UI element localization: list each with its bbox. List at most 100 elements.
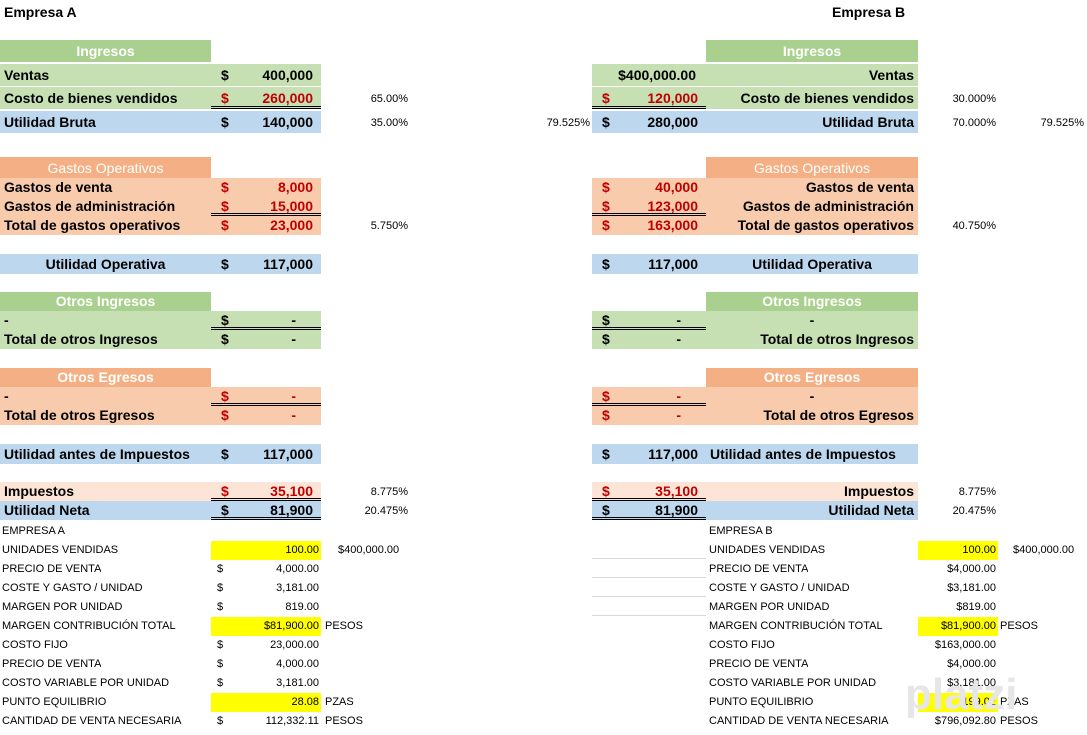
b-imp-cell: $ 35,100 [592, 482, 706, 501]
a-un-pct: 20.475% [364, 505, 408, 517]
b-ga-label: Gastos de administración [706, 197, 918, 216]
b-be-label: COSTE Y GASTO / UNIDAD [709, 582, 850, 594]
a-be-value-cell: 28.08 [211, 693, 321, 712]
a-be-label: COSTE Y GASTO / UNIDAD [2, 582, 143, 594]
a-be-value-cell: $819.00 [211, 598, 321, 617]
b-be-value: 199.02 [962, 696, 996, 708]
a-toi-cell: $ - [211, 330, 321, 349]
b-be-value: $81,900.00 [940, 620, 996, 632]
b-uai-cell: $ 117,000 [592, 444, 706, 464]
a-bruta-cur: $ [221, 114, 229, 130]
a-be-value: 4,000.00 [276, 563, 319, 575]
a-uo-label: Utilidad Operativa [0, 254, 211, 274]
a-imp-pct: 8.775% [370, 486, 408, 498]
a-oe-row-cell: $ - [211, 387, 321, 406]
a-tg-cur: $ [221, 217, 229, 233]
b-oe-row-label: - [706, 387, 918, 406]
a-be-label: PUNTO EQUILIBRIO [2, 696, 107, 708]
b-be-value: $163,000.00 [934, 639, 996, 651]
a-gv-label: Gastos de venta [0, 178, 211, 197]
a-imp-label: Impuestos [0, 482, 211, 501]
a-imp-cur: $ [221, 483, 229, 499]
a-be-currency: $ [217, 658, 224, 670]
a-oi-row-cur: $ [221, 312, 229, 328]
gridline [592, 596, 706, 597]
a-bruta-label: Utilidad Bruta [0, 111, 211, 133]
b-tg-val: 163,000 [647, 217, 698, 233]
a-costo-cur: $ [221, 90, 229, 106]
a-oi-row-cell: $ - [211, 311, 321, 330]
a-ventas-label: Ventas [0, 64, 211, 86]
b-un-cell: $ 81,900 [592, 501, 706, 520]
b-be-extra: PZAS [1000, 696, 1029, 708]
b-gv-label: Gastos de venta [706, 178, 918, 197]
a-be-value: 4,000.00 [276, 658, 319, 670]
b-be-label: MARGEN CONTRIBUCIÓN TOTAL [709, 620, 883, 632]
b-oe-row-cell: $ - [592, 387, 706, 406]
a-gv-cell: $ 8,000 [211, 178, 321, 197]
a-costo-val: 260,000 [262, 90, 313, 106]
a-toi-cur: $ [221, 331, 229, 347]
empresa-b-title: Empresa B [832, 4, 906, 20]
b-uai-label: Utilidad antes de Impuestos [706, 444, 918, 464]
b-be-value-cell: $163,000.00 [918, 636, 998, 655]
a-uai-label: Utilidad antes de Impuestos [0, 444, 211, 464]
b-gv-cur: $ [602, 179, 610, 195]
a-bruta-pct2: 79.525% [546, 117, 590, 129]
b-uai-val: 117,000 [648, 446, 698, 462]
b-toe-label: Total de otros Egresos [706, 406, 918, 425]
b-be-value: $4,000.00 [947, 658, 996, 670]
b-gastos-header: Gastos Operativos [706, 157, 918, 179]
a-be-value: 112,332.11 [265, 715, 319, 727]
b-un-pct: 20.475% [952, 505, 996, 517]
a-un-val: 81,900 [270, 502, 313, 518]
b-toi-cur: $ [602, 331, 610, 347]
b-imp-cur: $ [602, 483, 610, 499]
a-be-value-cell: $23,000.00 [211, 636, 321, 655]
gridline [592, 615, 706, 616]
a-be-label: MARGEN POR UNIDAD [2, 601, 123, 613]
b-costo-pct: 30.000% [952, 93, 996, 105]
b-bruta-label: Utilidad Bruta [706, 111, 918, 133]
a-be-extra: PESOS [325, 715, 363, 727]
b-ingresos-header: Ingresos [706, 40, 918, 62]
a-ga-cell: $ 15,000 [211, 197, 321, 216]
b-be-label: PUNTO EQUILIBRIO [709, 696, 814, 708]
a-be-label: PRECIO DE VENTA [2, 563, 102, 575]
a-uai-cell: $ 117,000 [211, 444, 321, 464]
b-be-value-cell: $3,181.00 [918, 579, 998, 598]
b-tg-pct: 40.750% [952, 220, 996, 232]
b-imp-val: 35,100 [655, 483, 698, 499]
b-oi-row-cell: $ - [592, 311, 706, 330]
a-be-extra: PZAS [325, 696, 354, 708]
a-costo-cell: $ 260,000 [211, 87, 321, 109]
a-uo-cell: $ 117,000 [211, 254, 321, 274]
a-tg-val: 23,000 [270, 217, 313, 233]
b-un-cur: $ [602, 502, 610, 518]
a-oi-row-label: - [0, 311, 211, 330]
a-ingresos-header: Ingresos [0, 40, 211, 62]
a-be-title: EMPRESA A [2, 525, 65, 537]
b-be-label: PRECIO DE VENTA [709, 563, 809, 575]
b-oi-row-label: - [706, 311, 918, 330]
b-ventas-cell: $400,000.00 [592, 64, 706, 86]
a-be-label: MARGEN CONTRIBUCIÓN TOTAL [2, 620, 176, 632]
b-gv-cell: $ 40,000 [592, 178, 706, 197]
b-costo-val: 120,000 [647, 90, 698, 106]
a-be-value-cell: $4,000.00 [211, 655, 321, 674]
b-be-value: 100.00 [962, 544, 996, 556]
a-uo-cur: $ [221, 256, 229, 272]
gridline [592, 558, 706, 559]
a-ga-val: 15,000 [270, 198, 313, 214]
b-ga-cur: $ [602, 198, 610, 214]
b-be-value-cell: $3,181.00 [918, 674, 998, 693]
b-gv-val: 40,000 [655, 179, 698, 195]
b-be-extra: PESOS [1000, 715, 1038, 727]
a-bruta-val: 140,000 [262, 114, 313, 130]
empresa-a-title: Empresa A [4, 4, 77, 20]
b-be-value: $819.00 [956, 601, 996, 613]
b-toi-val: - [676, 331, 681, 347]
b-toe-cur: $ [602, 407, 610, 423]
a-be-label: CANTIDAD DE VENTA NECESARIA [2, 715, 182, 727]
a-ventas-cur: $ [221, 67, 229, 83]
